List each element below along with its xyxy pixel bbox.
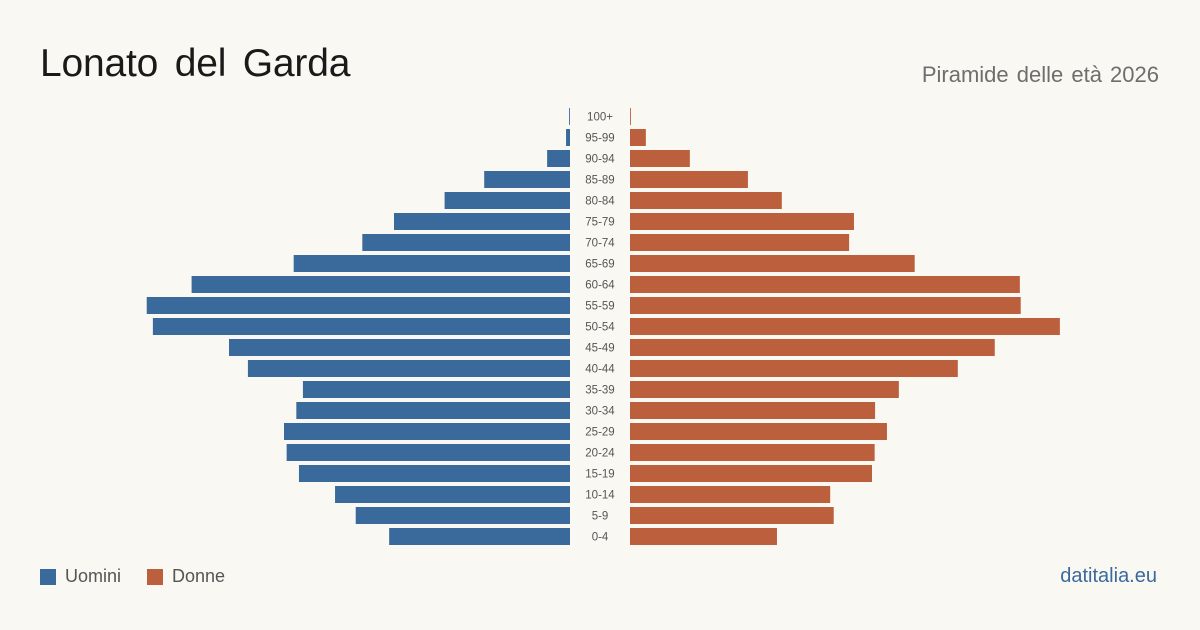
age-label-100+: 100+ [587,112,613,124]
legend-swatch-men [40,568,56,585]
age-label-65-69: 65-69 [585,259,614,271]
age-label-25-29: 25-29 [585,427,614,439]
bar-women-55-59 [630,297,1021,314]
legend: Uomini Donne [40,566,251,587]
bar-men-40-44 [247,360,571,377]
bar-women-45-49 [630,339,995,356]
age-label-75-79: 75-79 [585,217,614,229]
bar-men-25-29 [284,423,570,440]
bar-women-35-39 [630,381,899,398]
legend-item-women: Donne [147,566,225,587]
bar-women-95-99 [630,129,646,146]
age-label-10-14: 10-14 [585,490,615,502]
bar-women-25-29 [630,423,887,440]
bar-men-75-79 [394,213,570,230]
age-label-85-89: 85-89 [585,175,614,187]
bar-men-70-74 [362,234,570,251]
legend-swatch-women [147,568,164,585]
age-label-90-94: 90-94 [585,154,615,166]
age-label-80-84: 80-84 [585,196,615,208]
bar-men-65-69 [293,255,570,272]
bar-men-95-99 [566,129,570,146]
bar-women-40-44 [630,360,958,377]
bar-men-35-39 [302,381,570,398]
age-label-30-34: 30-34 [585,406,615,418]
brand-link[interactable]: datitalia.eu [1060,565,1157,587]
page-title: Lonato del Garda [40,42,351,85]
bar-women-75-79 [630,213,854,230]
age-label-0-4: 0-4 [592,532,609,544]
bar-men-10-14 [335,486,570,503]
age-label-5-9: 5-9 [592,511,609,523]
bar-men-90-94 [547,150,570,167]
age-label-70-74: 70-74 [585,238,615,250]
bar-women-20-24 [630,444,875,461]
bar-women-80-84 [630,192,782,209]
bar-women-10-14 [630,486,831,503]
age-label-35-39: 35-39 [585,385,614,397]
bar-men-5-9 [355,507,570,524]
bar-men-85-89 [484,171,570,188]
bar-men-20-24 [286,444,570,461]
bar-women-0-4 [630,528,777,545]
bar-women-30-34 [630,402,876,419]
bar-women-65-69 [630,255,915,272]
age-label-20-24: 20-24 [585,448,615,460]
bar-men-55-59 [146,297,570,314]
bar-women-90-94 [630,150,690,167]
age-label-15-19: 15-19 [585,469,614,481]
legend-item-men: Uomini [40,566,121,587]
legend-label-women: Donne [172,566,226,586]
age-label-50-54: 50-54 [585,322,615,334]
bar-men-30-34 [296,402,570,419]
bar-women-60-64 [630,276,1020,293]
age-label-95-99: 95-99 [585,133,614,145]
bar-women-70-74 [630,234,850,251]
age-label-60-64: 60-64 [585,280,615,292]
bar-men-15-19 [298,465,570,482]
page-subtitle: Piramide delle età 2026 [921,62,1159,87]
legend-label-men: Uomini [65,566,122,586]
age-label-45-49: 45-49 [585,343,614,355]
bar-women-85-89 [630,171,748,188]
bar-men-100+ [569,108,570,125]
age-label-55-59: 55-59 [585,301,614,313]
bar-women-50-54 [630,318,1060,335]
bar-men-80-84 [444,192,570,209]
bar-men-50-54 [152,318,570,335]
bar-women-100+ [630,108,631,125]
bar-men-60-64 [191,276,570,293]
bar-women-15-19 [630,465,872,482]
bar-men-45-49 [229,339,570,356]
bar-men-0-4 [389,528,570,545]
age-label-40-44: 40-44 [585,364,615,376]
bar-women-5-9 [630,507,834,524]
